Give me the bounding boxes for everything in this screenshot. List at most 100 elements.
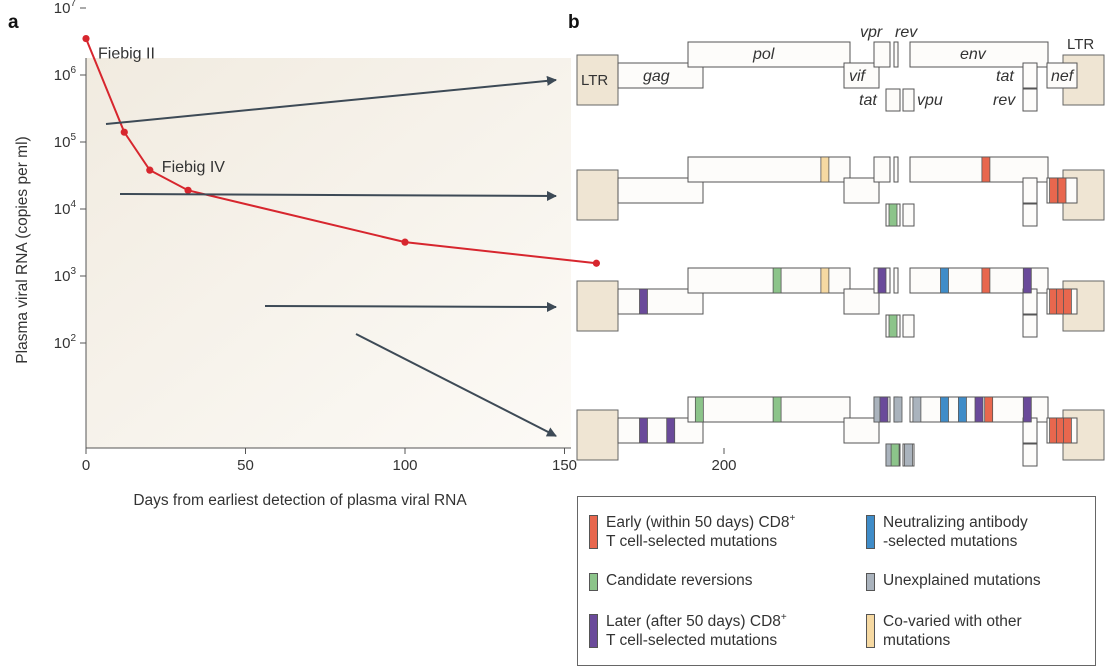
legend-later-ctl-text: Later (after 50 days) CD8 bbox=[606, 613, 781, 630]
mutation-later-ctl bbox=[639, 417, 648, 444]
arrow-row-1 bbox=[105, 75, 557, 125]
gene-vif-box bbox=[843, 417, 880, 444]
gene-vpu-box bbox=[902, 88, 915, 112]
legend-nab-text: Neutralizing antibody -selected mutation… bbox=[883, 514, 1028, 550]
gene-tat-box bbox=[885, 88, 901, 112]
ltr-3-label: LTR bbox=[1067, 36, 1094, 53]
legend-early-ctl-text2: T cell-selected mutations bbox=[606, 533, 778, 550]
mutation-early-ctl bbox=[1049, 177, 1058, 204]
fiebig-annotation: Fiebig IV bbox=[162, 159, 225, 176]
mutation-later-ctl bbox=[877, 267, 887, 294]
gene-nef-label: nef bbox=[1051, 68, 1075, 85]
legend-early-ctl-sup: + bbox=[789, 512, 796, 524]
nab-swatch bbox=[866, 515, 875, 549]
gene-rev-box bbox=[893, 41, 899, 68]
mutation-early-ctl bbox=[1063, 288, 1072, 315]
mutation-reversion bbox=[772, 396, 782, 423]
panel-b-letter: b bbox=[568, 12, 580, 33]
x-tick-label: 100 bbox=[392, 457, 417, 474]
arrow-row-4 bbox=[355, 333, 557, 437]
gene-nef-box bbox=[1046, 62, 1078, 89]
gene-rev-box bbox=[1022, 88, 1038, 112]
mutation-later-ctl bbox=[1022, 396, 1032, 423]
gene-tat-box bbox=[1022, 62, 1038, 89]
mutation-unexplained bbox=[904, 443, 913, 467]
mutation-reversion bbox=[888, 203, 898, 227]
fiebig-annotation: Fiebig II bbox=[98, 46, 155, 63]
gene-vif-label: vif bbox=[849, 68, 867, 85]
legend-reversion: Candidate reversions bbox=[589, 571, 752, 591]
gene-pol-box bbox=[687, 396, 851, 423]
viral-load-line bbox=[85, 38, 597, 265]
mutation-unexplained bbox=[893, 396, 903, 423]
mutation-covaried bbox=[820, 267, 830, 294]
data-point bbox=[82, 34, 90, 43]
mutation-reversion bbox=[888, 314, 898, 338]
mutation-early-ctl bbox=[981, 156, 991, 183]
gene-env-label: env bbox=[960, 46, 987, 63]
gene-vif-box bbox=[843, 177, 880, 204]
viral-load-series: Fiebig II Fiebig IV bbox=[82, 34, 601, 267]
gene-vif-box bbox=[843, 288, 880, 315]
mutation-nab bbox=[940, 267, 949, 294]
mutation-later-ctl bbox=[639, 288, 648, 315]
legend-unexplained: Unexplained mutations bbox=[866, 571, 1041, 591]
mutation-early-ctl bbox=[1063, 417, 1072, 444]
ltr-5-box bbox=[576, 54, 619, 106]
gene-pol-label: pol bbox=[752, 46, 775, 63]
gene-vpr-label: vpr bbox=[860, 24, 883, 41]
mutation-later-ctl bbox=[879, 396, 889, 423]
gene-rev-box bbox=[1022, 443, 1038, 467]
gene-rev-label: rev bbox=[895, 24, 918, 41]
y-ticks: 102 103 104 105 106 107 bbox=[54, 0, 86, 352]
mutation-covaried bbox=[820, 156, 830, 183]
mutation-early-ctl bbox=[1057, 177, 1067, 204]
arrow-row-2 bbox=[119, 190, 557, 201]
ltr-5-box bbox=[576, 169, 619, 221]
data-point bbox=[592, 259, 601, 267]
mutation-reversion bbox=[694, 396, 704, 423]
gene-vpr-box bbox=[873, 41, 891, 68]
gene-rev-box bbox=[1022, 314, 1038, 338]
mutation-later-ctl bbox=[1022, 267, 1032, 294]
mutation-reversion bbox=[772, 267, 782, 294]
legend-covaried-text: Co-varied with other mutations bbox=[883, 613, 1022, 649]
mutation-legend: Early (within 50 days) CD8+ T cell-selec… bbox=[577, 496, 1096, 666]
gene-pol-box bbox=[687, 41, 851, 68]
mutation-early-ctl bbox=[984, 396, 994, 423]
data-point bbox=[184, 186, 192, 194]
gene-rev-box bbox=[893, 267, 899, 294]
gene-vif-box bbox=[843, 62, 880, 89]
gene-vpu-box bbox=[902, 314, 915, 338]
ltr-5-box bbox=[576, 409, 619, 461]
gene-vpu-box bbox=[902, 203, 915, 227]
gene-rev-box bbox=[893, 156, 899, 183]
mutation-later-ctl bbox=[666, 417, 676, 444]
legend-later-ctl: Later (after 50 days) CD8+ T cell-select… bbox=[589, 612, 787, 650]
x-ticks: 0 50 100 150 200 bbox=[82, 448, 737, 474]
gene-vpr-box bbox=[873, 156, 891, 183]
reversion-swatch bbox=[589, 573, 598, 591]
y-tick-label: 107 bbox=[54, 0, 77, 17]
genome-row-2 bbox=[576, 156, 1105, 227]
panel-a-letter: a bbox=[8, 12, 19, 33]
y-axis-title: Plasma viral RNA (copies per ml) bbox=[14, 136, 31, 363]
y-tick-label: 103 bbox=[54, 266, 77, 285]
y-tick-label: 102 bbox=[54, 333, 77, 352]
later-ctl-swatch bbox=[589, 614, 598, 648]
mutation-early-ctl bbox=[981, 267, 991, 294]
unexplained-swatch bbox=[866, 573, 875, 591]
gene-rev-2-label: rev bbox=[993, 92, 1016, 109]
legend-covaried: Co-varied with other mutations bbox=[866, 612, 1022, 650]
y-tick-label: 104 bbox=[54, 199, 77, 218]
legend-later-ctl-sup: + bbox=[780, 611, 787, 623]
gene-tat-label: tat bbox=[859, 92, 877, 109]
legend-nab: Neutralizing antibody -selected mutation… bbox=[866, 513, 1028, 551]
mutation-nab bbox=[940, 396, 949, 423]
ltr-5-box bbox=[576, 280, 619, 332]
y-tick-label: 105 bbox=[54, 132, 77, 151]
y-tick-label: 106 bbox=[54, 65, 77, 84]
data-point bbox=[120, 128, 128, 136]
